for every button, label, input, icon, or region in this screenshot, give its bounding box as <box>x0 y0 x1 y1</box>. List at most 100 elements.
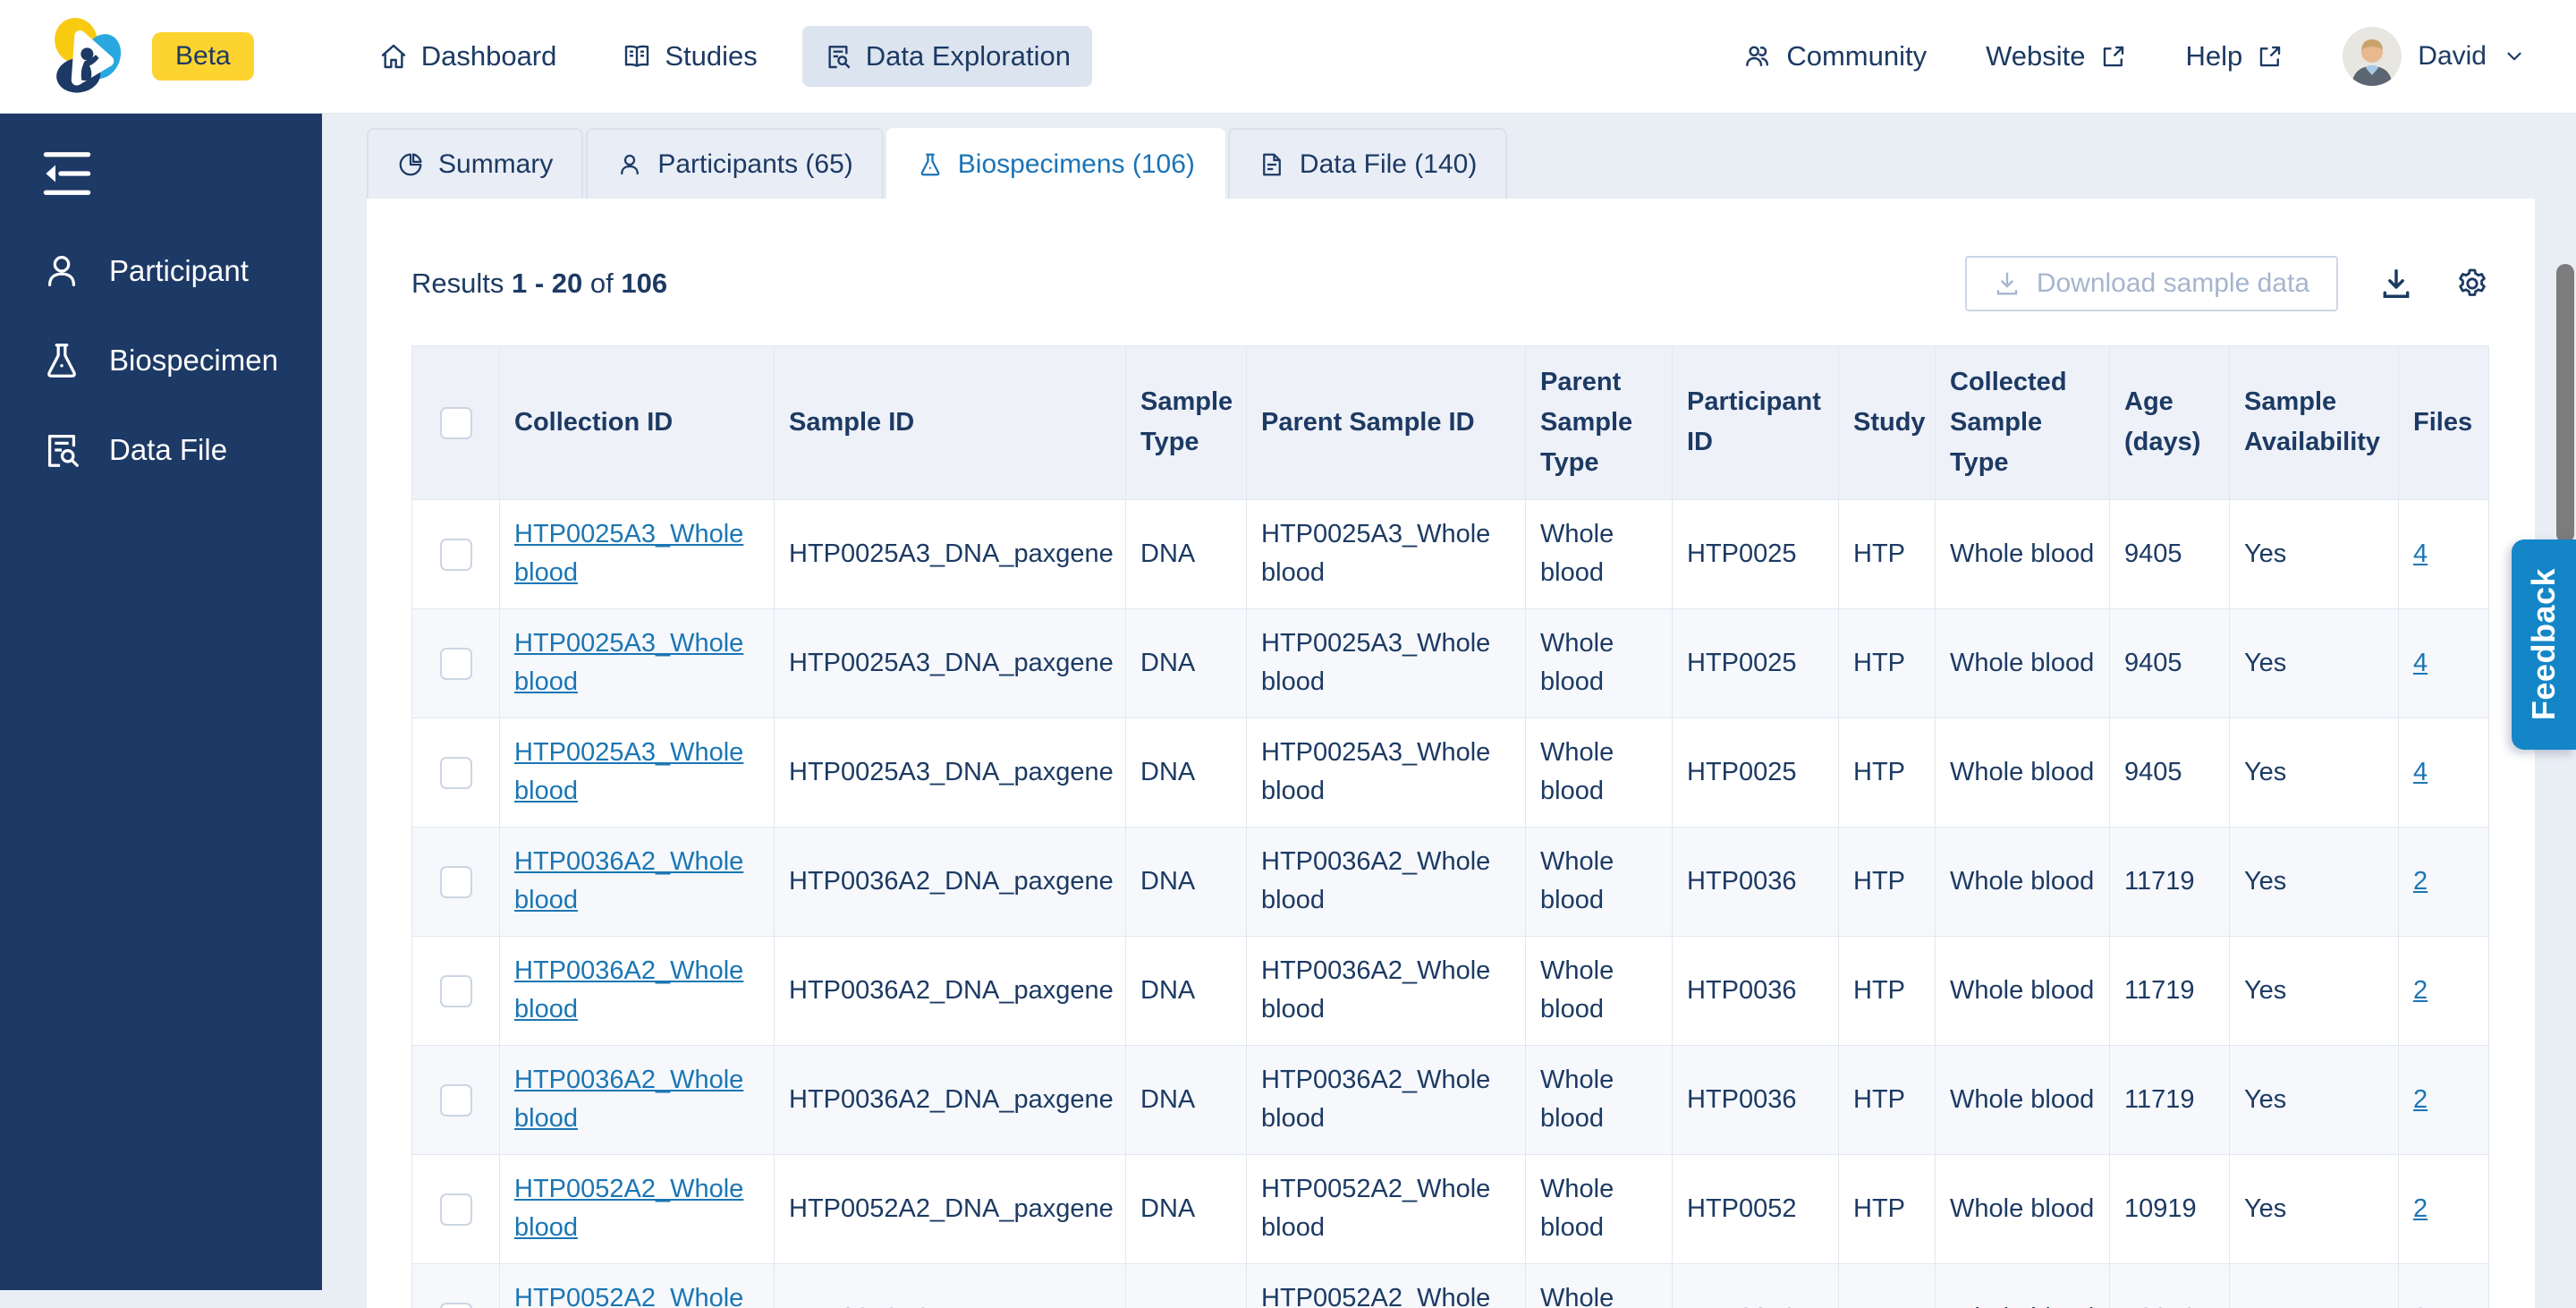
files-link[interactable]: 2 <box>2413 867 2428 896</box>
row-checkbox[interactable] <box>440 1303 472 1308</box>
sample-type-cell: DNA <box>1126 718 1247 827</box>
sidebar-item-data-file[interactable]: Data File <box>0 405 322 495</box>
app-logo-icon[interactable] <box>50 15 129 98</box>
navbar-right: Community Website Help David <box>1741 27 2526 86</box>
row-checkbox[interactable] <box>440 866 472 898</box>
sample-id-cell: HTP0036A2_DNA_paxgene <box>775 936 1126 1045</box>
parent-sample-type-cell: Whole blood <box>1526 936 1673 1045</box>
column-header: Sample Availability <box>2230 346 2399 500</box>
table-row: HTP0036A2_Whole blood HTP0036A2_DNA_paxg… <box>412 936 2489 1045</box>
download-sample-data-button[interactable]: Download sample data <box>1965 256 2338 311</box>
collection-id-link[interactable]: HTP0025A3_Whole blood <box>514 629 743 697</box>
external-link-icon <box>2257 43 2284 70</box>
feedback-tab[interactable]: Feedback <box>2512 539 2576 750</box>
row-checkbox[interactable] <box>440 1084 472 1117</box>
participant-id-cell: HTP0025 <box>1673 608 1839 718</box>
collection-id-link[interactable]: HTP0025A3_Whole blood <box>514 520 743 588</box>
age-days-cell: 10919 <box>2110 1263 2230 1308</box>
nav-link-website[interactable]: Website <box>1986 40 2126 72</box>
row-checkbox[interactable] <box>440 757 472 789</box>
nav-item-data-exploration[interactable]: Data Exploration <box>802 26 1092 87</box>
files-link[interactable]: 2 <box>2413 976 2428 1005</box>
sample-type-cell: DNA <box>1126 827 1247 936</box>
sample-availability-cell: Yes <box>2230 827 2399 936</box>
age-days-cell: 10919 <box>2110 1154 2230 1263</box>
sidebar-collapse-button[interactable] <box>41 146 97 201</box>
parent-sample-type-cell: Whole blood <box>1526 1045 1673 1154</box>
download-sample-label: Download sample data <box>2037 268 2309 299</box>
tab-data-file[interactable]: Data File (140) <box>1228 128 1507 199</box>
table-row: HTP0036A2_Whole blood HTP0036A2_DNA_paxg… <box>412 827 2489 936</box>
results-card: Results 1 - 20 of 106 Download sample da… <box>367 199 2535 1308</box>
nav-link-community[interactable]: Community <box>1741 40 1927 72</box>
top-navbar: Beta Dashboard Studies Data Exploration … <box>0 0 2576 114</box>
download-button[interactable] <box>2379 267 2413 301</box>
external-link-icon <box>2100 43 2127 70</box>
participant-icon <box>41 251 82 292</box>
sample-availability-cell: Yes <box>2230 936 2399 1045</box>
age-days-cell: 9405 <box>2110 499 2230 608</box>
column-header: Files <box>2399 346 2489 500</box>
column-header: Age (days) <box>2110 346 2230 500</box>
collection-id-link[interactable]: HTP0052A2_Whole blood <box>514 1284 743 1308</box>
file-icon <box>1258 151 1285 178</box>
files-link[interactable]: 4 <box>2413 539 2428 568</box>
sample-availability-cell: Yes <box>2230 718 2399 827</box>
column-header: Collected Sample Type <box>1936 346 2110 500</box>
row-checkbox[interactable] <box>440 539 472 571</box>
table-row: HTP0025A3_Whole blood HTP0025A3_DNA_paxg… <box>412 608 2489 718</box>
beta-badge: Beta <box>152 32 254 81</box>
user-name: David <box>2418 41 2487 72</box>
row-checkbox[interactable] <box>440 648 472 680</box>
collection-id-link[interactable]: HTP0036A2_Whole blood <box>514 956 743 1024</box>
column-header: Sample Type <box>1126 346 1247 500</box>
row-checkbox[interactable] <box>440 975 472 1007</box>
sidebar-item-biospecimen[interactable]: Biospecimen <box>0 316 322 405</box>
parent-sample-id-cell: HTP0052A2_Whole blood <box>1247 1154 1526 1263</box>
sidebar-item-participant[interactable]: Participant <box>0 226 322 316</box>
table-row: HTP0036A2_Whole blood HTP0036A2_DNA_paxg… <box>412 1045 2489 1154</box>
files-link[interactable]: 2 <box>2413 1085 2428 1114</box>
table-settings-button[interactable] <box>2454 266 2490 302</box>
nav-item-studies[interactable]: Studies <box>601 26 778 87</box>
sample-type-cell: DNA <box>1126 1045 1247 1154</box>
files-link[interactable]: 4 <box>2413 649 2428 677</box>
row-checkbox[interactable] <box>440 1193 472 1226</box>
collection-id-link[interactable]: HTP0052A2_Whole blood <box>514 1175 743 1243</box>
participant-id-cell: HTP0036 <box>1673 936 1839 1045</box>
nav-item-dashboard[interactable]: Dashboard <box>358 26 579 87</box>
sidebar-nav: Participant Biospecimen Data File <box>0 226 322 495</box>
age-days-cell: 9405 <box>2110 608 2230 718</box>
files-link[interactable]: 4 <box>2413 758 2428 786</box>
table-toolbar: Download sample data <box>1965 256 2490 311</box>
file-search-icon <box>824 42 852 71</box>
pie-chart-icon <box>397 151 424 178</box>
collected-sample-type-cell: Whole blood <box>1936 499 2110 608</box>
collection-id-link[interactable]: HTP0036A2_Whole blood <box>514 847 743 915</box>
collection-id-link[interactable]: HTP0036A2_Whole blood <box>514 1066 743 1134</box>
tab-biospecimens[interactable]: Biospecimens (106) <box>886 128 1225 199</box>
collection-id-link[interactable]: HTP0025A3_Whole blood <box>514 738 743 806</box>
parent-sample-id-cell: HTP0052A2_Whole blood <box>1247 1263 1526 1308</box>
files-link[interactable]: 2 <box>2413 1304 2428 1308</box>
files-link[interactable]: 2 <box>2413 1194 2428 1223</box>
select-all-checkbox[interactable] <box>440 407 472 439</box>
tab-participants[interactable]: Participants (65) <box>586 128 883 199</box>
age-days-cell: 9405 <box>2110 718 2230 827</box>
home-icon <box>379 42 408 71</box>
community-icon <box>1741 41 1772 72</box>
study-cell: HTP <box>1839 1263 1936 1308</box>
age-days-cell: 11719 <box>2110 1045 2230 1154</box>
table-row: HTP0052A2_Whole blood HTP0052A2_DNA_paxg… <box>412 1263 2489 1308</box>
column-header: Parent Sample Type <box>1526 346 1673 500</box>
nav-link-help[interactable]: Help <box>2186 40 2284 72</box>
tab-summary[interactable]: Summary <box>367 128 583 199</box>
vertical-scrollbar-thumb[interactable] <box>2556 264 2574 543</box>
study-cell: HTP <box>1839 936 1936 1045</box>
table-row: HTP0052A2_Whole blood HTP0052A2_DNA_paxg… <box>412 1154 2489 1263</box>
collected-sample-type-cell: Whole blood <box>1936 1045 2110 1154</box>
user-menu[interactable]: David <box>2343 27 2526 86</box>
age-days-cell: 11719 <box>2110 827 2230 936</box>
study-cell: HTP <box>1839 827 1936 936</box>
results-bar: Results 1 - 20 of 106 Download sample da… <box>411 256 2490 311</box>
